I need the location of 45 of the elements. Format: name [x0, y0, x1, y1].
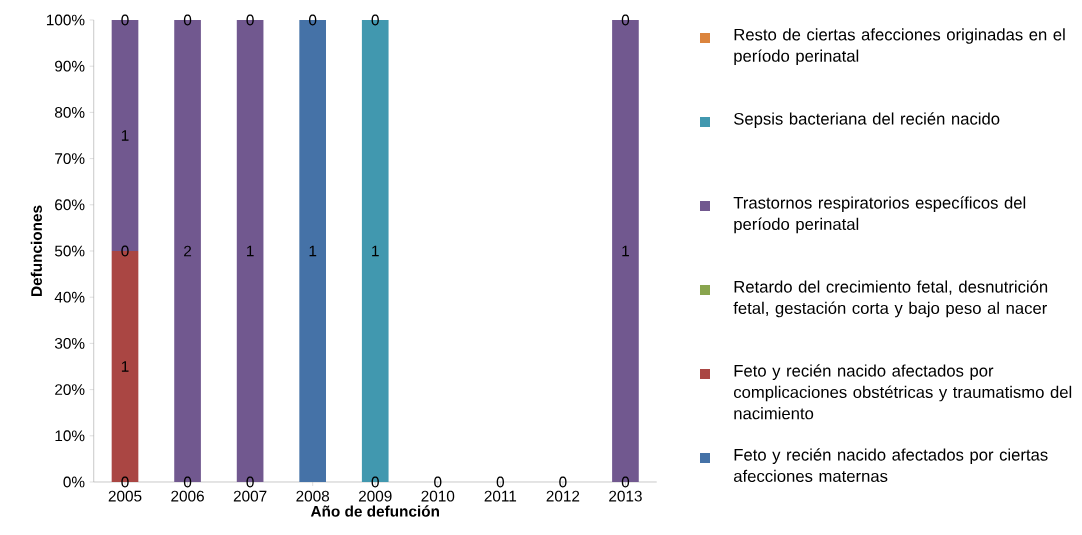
x-tick-label: 2005	[108, 490, 142, 502]
y-tick-label: 100%	[46, 14, 85, 26]
annotation: 1	[121, 361, 129, 372]
y-tick-label: 70%	[55, 153, 85, 165]
annotation: 0	[496, 476, 504, 488]
legend-label: Feto y recién nacido afectados por complicaciones obstétricas y traumatismo del nacimiento	[733, 364, 1072, 420]
legend-label: Resto de ciertas afecciones originadas en el período perinatal	[734, 28, 1065, 66]
annotation: 1	[372, 245, 379, 257]
annotation: 0	[121, 14, 129, 26]
annotation: 0	[309, 14, 317, 26]
x-tick-label: 2009	[358, 490, 392, 502]
x-tick-label: 2012	[546, 490, 580, 502]
x-tick-label: 2008	[296, 490, 330, 502]
annotation: 2	[184, 245, 192, 257]
annotation: 0	[371, 14, 379, 26]
legend-label: Feto y recién nacido afectados por ciertas afecciones maternas	[733, 448, 1048, 483]
annotation: 0	[183, 14, 192, 26]
annotation: 1	[121, 130, 129, 141]
x-tick-label: 2007	[233, 490, 267, 502]
annotation: 0	[621, 14, 630, 26]
legend-label: Sepsis bacteriana del recién nacido	[734, 112, 1000, 128]
legend-label: Retardo del crecimiento fetal, desnutrición fetal, gestación corta y bajo peso al nacer	[733, 280, 1048, 318]
x-tick-label: 2006	[171, 490, 204, 502]
y-tick-label: 10%	[55, 430, 85, 442]
annotation: 0	[434, 476, 442, 488]
x-tick-label: 2011	[484, 490, 517, 502]
annotation: 0	[559, 476, 567, 488]
x-tick-label: 2013	[609, 490, 642, 502]
y-tick-label: 0%	[63, 476, 85, 488]
annotation: 1	[247, 245, 254, 257]
x-tick-label: 2010	[421, 490, 455, 502]
y-tick-label: 40%	[54, 291, 85, 303]
annotation: 0	[121, 245, 129, 257]
annotation: 0	[246, 14, 254, 26]
x-axis-title: Año de defunción	[310, 505, 439, 517]
y-tick-label: 20%	[55, 384, 85, 396]
y-tick-label: 30%	[54, 337, 85, 349]
annotation: 1	[309, 245, 317, 257]
y-tick-label: 90%	[55, 60, 85, 72]
y-tick-label: 50%	[54, 245, 85, 257]
y-tick-label: 60%	[55, 199, 85, 211]
y-axis-title: Defunciones	[30, 205, 42, 296]
legend-label: Trastornos respiratorios específicos del período perinatal	[733, 196, 1026, 234]
annotation: 1	[622, 245, 629, 257]
y-tick-label: 80%	[55, 106, 85, 118]
